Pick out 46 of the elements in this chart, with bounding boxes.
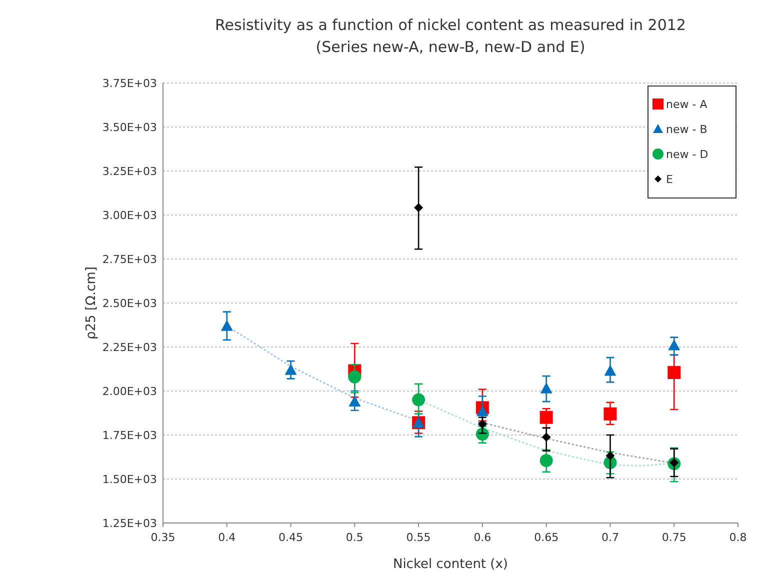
point [412,393,426,406]
y-tick-label: 3.00E+03 [102,209,157,222]
point [540,382,552,394]
y-tick-label: 2.75E+03 [102,253,157,266]
legend-label: new - B [666,123,708,136]
point [606,451,615,460]
y-tick-label: 1.50E+03 [102,473,157,486]
y-tick-label: 1.25E+03 [102,517,157,530]
chart-title: Resistivity as a function of nickel content as measured in 2012 [215,16,686,34]
chart-subtitle: (Series new-A, new-B, new-D and E) [316,38,586,56]
y-tick-label: 1.75E+03 [102,429,157,442]
point [348,370,362,384]
x-tick-label: 0.7 [601,531,619,544]
point [414,203,424,212]
x-tick-label: 0.6 [474,531,492,544]
y-tick-label: 3.50E+03 [102,121,157,134]
point [604,364,616,376]
legend-label: new - D [666,148,708,161]
point [348,396,361,407]
point [542,432,551,442]
point [668,339,680,350]
point [220,320,233,331]
x-tick-label: 0.5 [346,531,364,544]
point [604,407,617,420]
x-tick-label: 0.65 [534,531,559,544]
point [476,405,488,416]
point [540,410,553,424]
y-tick-label: 2.50E+03 [102,297,157,310]
legend-label: E [666,173,673,186]
point [540,454,553,468]
y-tick-label: 2.00E+03 [102,385,157,398]
x-tick-label: 0.4 [218,531,236,544]
x-tick-label: 0.75 [662,531,686,544]
y-tick-label: 2.25E+03 [102,341,157,354]
point [668,366,681,380]
x-tick-label: 0.55 [406,531,431,544]
point [284,364,297,375]
y-axis-title: ρ25 [Ω.cm] [84,266,99,340]
legend-label: new - A [666,98,708,111]
point [478,420,487,429]
y-tick-label: 3.25E+03 [102,165,157,178]
x-tick-label: 0.35 [150,531,176,544]
x-tick-label: 0.8 [729,531,747,544]
y-tick-label: 3.75E+03 [102,77,157,90]
x-axis-title: Nickel content (x) [392,557,508,572]
x-tick-label: 0.45 [278,531,304,544]
